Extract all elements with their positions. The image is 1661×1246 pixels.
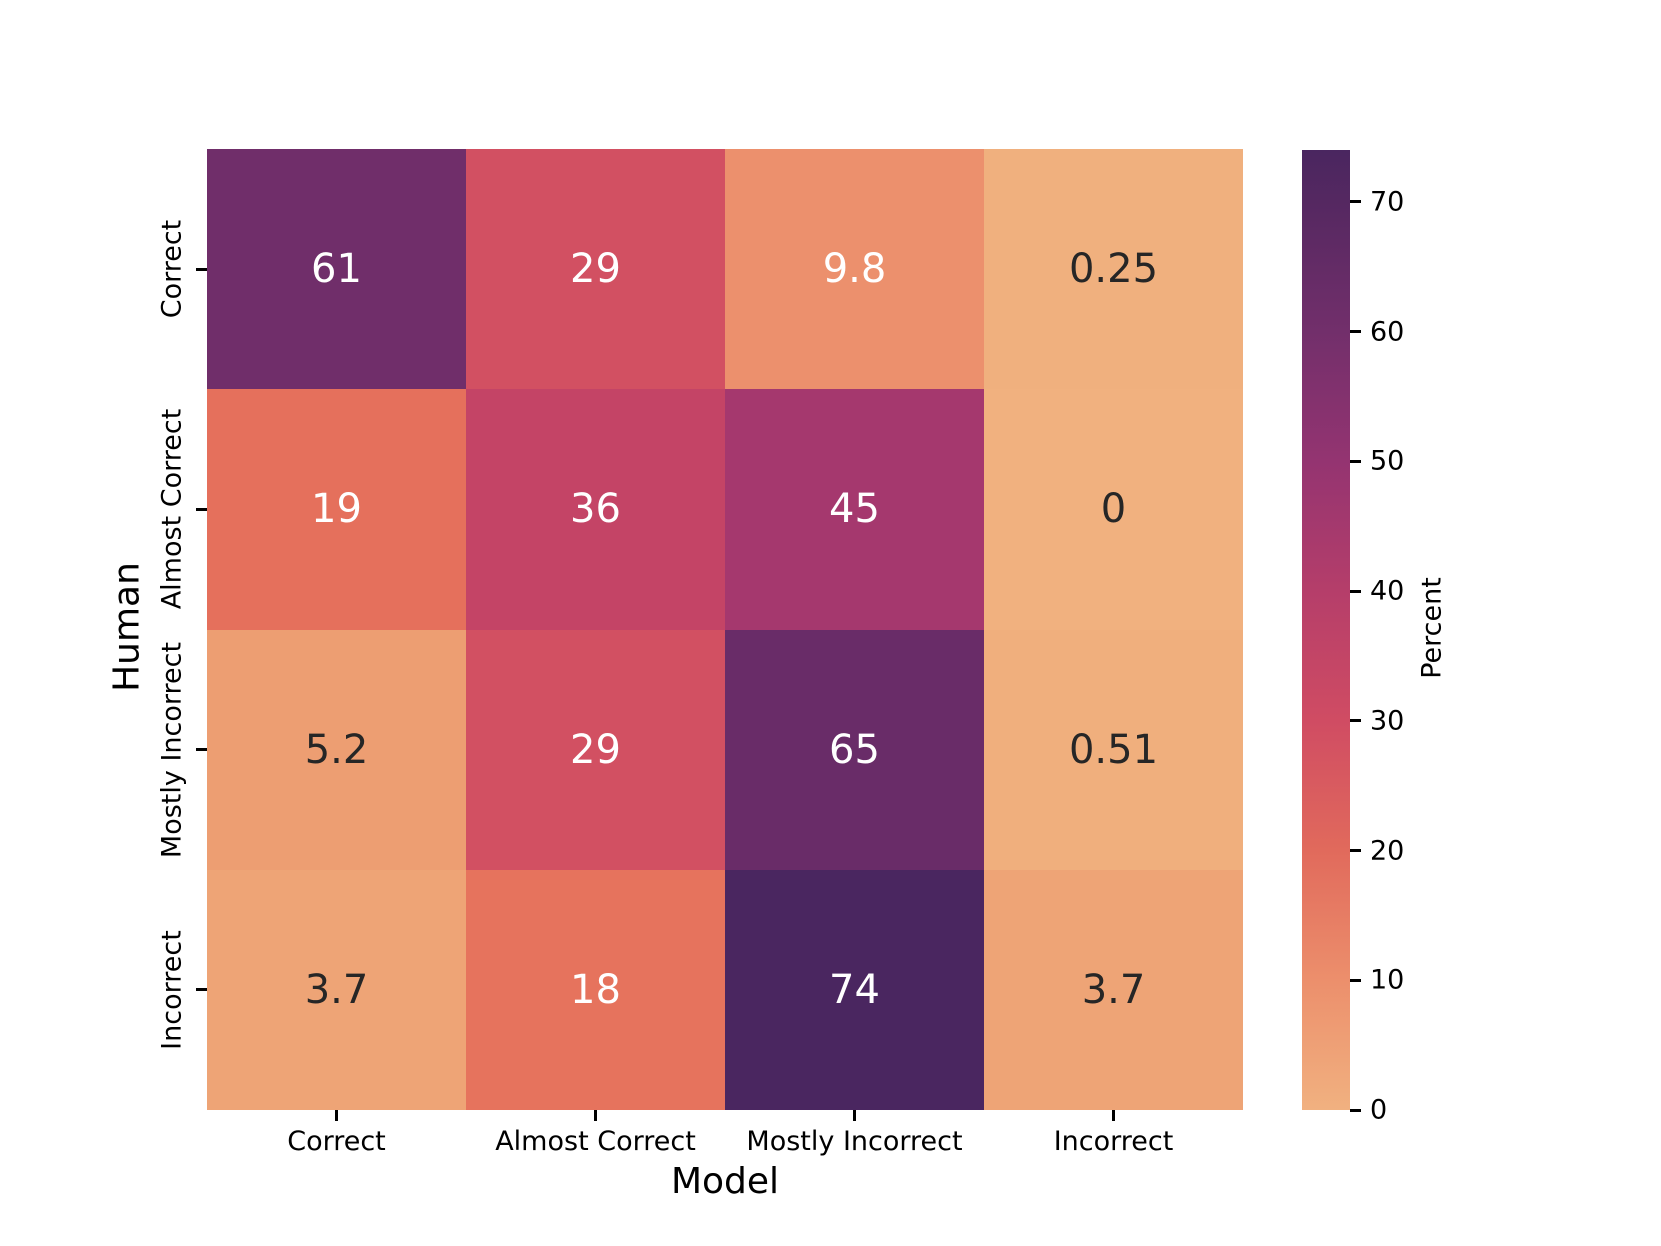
y-tick-mark — [196, 267, 207, 271]
heatmap-cell: 3.7 — [984, 869, 1243, 1110]
y-tick-label: Incorrect — [156, 930, 188, 1050]
colorbar-tick-mark — [1350, 459, 1361, 463]
colorbar-tick-label: 40 — [1370, 575, 1405, 607]
y-tick-label: Correct — [156, 219, 188, 319]
y-tick-label: Mostly Incorrect — [156, 641, 188, 858]
x-tick-mark — [853, 1110, 856, 1121]
x-tick-label: Mostly Incorrect — [746, 1126, 963, 1157]
x-tick-mark — [594, 1110, 597, 1121]
colorbar-tick-mark — [1350, 330, 1361, 334]
x-tick-label: Almost Correct — [495, 1126, 696, 1157]
x-tick-label: Correct — [287, 1126, 386, 1157]
heatmap-cell: 9.8 — [725, 149, 984, 390]
heatmap-cell: 29 — [466, 149, 725, 390]
y-axis-title: Human — [106, 562, 148, 692]
colorbar-tick-label: 50 — [1370, 445, 1405, 477]
colorbar-tick-mark — [1350, 200, 1361, 204]
colorbar-tick-mark — [1350, 1108, 1361, 1112]
heatmap-cell: 45 — [725, 389, 984, 630]
colorbar-tick-mark — [1350, 978, 1361, 982]
heatmap-cell: 5.2 — [207, 629, 466, 870]
heatmap-cell: 36 — [466, 389, 725, 630]
y-tick-label: Almost Correct — [156, 409, 188, 610]
heatmap-cell: 19 — [207, 389, 466, 630]
heatmap-plot-area: 61 29 9.8 0.25 19 36 45 0 5.2 29 65 0.51 3.7 18 74 3.7 — [207, 149, 1243, 1110]
y-tick-mark — [196, 988, 207, 992]
heatmap-cell: 65 — [725, 629, 984, 870]
y-tick-mark — [196, 748, 207, 752]
colorbar-gradient — [1302, 150, 1350, 1110]
heatmap-cell: 0.25 — [984, 149, 1243, 390]
x-tick-mark — [1112, 1110, 1115, 1121]
heatmap-cell: 0 — [984, 389, 1243, 630]
colorbar-label: Percent — [1416, 577, 1448, 679]
heatmap-cell: 74 — [725, 869, 984, 1110]
heatmap-cell: 0.51 — [984, 629, 1243, 870]
colorbar-tick-label: 30 — [1370, 705, 1405, 737]
y-tick-mark — [196, 507, 207, 511]
colorbar-tick-label: 70 — [1370, 186, 1405, 218]
x-tick-label: Incorrect — [1053, 1126, 1174, 1157]
heatmap-cell: 3.7 — [207, 869, 466, 1110]
colorbar-tick-label: 10 — [1370, 964, 1405, 996]
heatmap-cell: 18 — [466, 869, 725, 1110]
colorbar-tick-label: 20 — [1370, 835, 1405, 867]
colorbar-tick-label: 60 — [1370, 316, 1405, 348]
colorbar-tick-label: 0 — [1370, 1094, 1388, 1126]
colorbar-tick-mark — [1350, 719, 1361, 723]
colorbar-tick-mark — [1350, 849, 1361, 853]
x-axis-title: Model — [670, 1161, 780, 1202]
heatmap-cell: 61 — [207, 149, 466, 390]
colorbar-tick-mark — [1350, 589, 1361, 593]
x-tick-mark — [335, 1110, 338, 1121]
heatmap-cell: 29 — [466, 629, 725, 870]
